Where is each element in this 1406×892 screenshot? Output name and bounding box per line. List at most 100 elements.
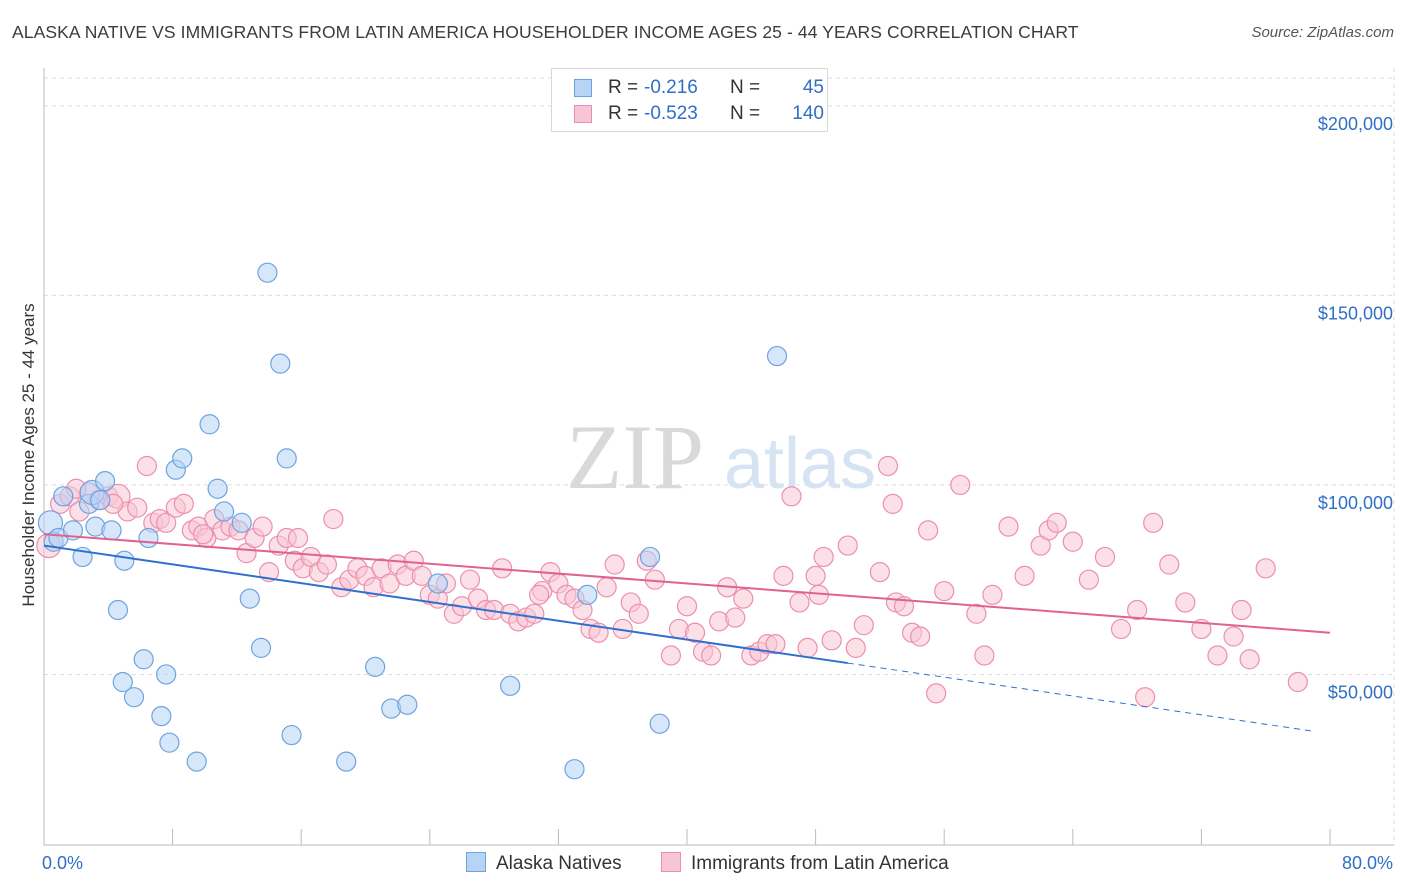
legend-swatch-pink	[574, 105, 592, 123]
y-tick-label-0: $50,000	[1328, 682, 1393, 702]
immigrants-point-90	[781, 486, 802, 507]
alaska-point-37	[397, 694, 418, 715]
alaska-point-28	[239, 588, 260, 609]
alaska-trend-extension	[847, 662, 1314, 732]
immigrants-point-119	[1110, 618, 1132, 640]
legend-n-value: 140	[792, 103, 824, 124]
alaska-point-41	[639, 546, 661, 568]
alaska-point-40	[564, 759, 585, 780]
alaska-trend-line	[43, 544, 848, 665]
y-tick-label-1: $100,000	[1318, 493, 1393, 513]
immigrants-point-103	[909, 626, 931, 647]
immigrants-point-105	[926, 683, 947, 704]
immigrants-point-104	[918, 520, 939, 541]
immigrants-point-112	[1014, 565, 1035, 586]
immigrants-point-92	[797, 637, 818, 659]
legend-swatch-blue	[574, 79, 592, 97]
immigrants-point-10	[136, 455, 157, 477]
alaska-point-16	[112, 671, 133, 693]
alaska-point-27	[231, 512, 252, 533]
series-alaska-points	[37, 262, 788, 780]
watermark-zip: ZIP	[566, 406, 704, 508]
alaska-point-23	[186, 751, 207, 772]
immigrants-point-88	[765, 634, 786, 655]
immigrants-point-93	[805, 565, 826, 586]
immigrants-point-97	[845, 637, 866, 659]
immigrants-point-137	[193, 524, 214, 545]
immigrants-point-111	[998, 516, 1019, 537]
immigrants-point-83	[725, 607, 746, 628]
alaska-point-22	[172, 448, 193, 469]
trend-lines	[43, 533, 1331, 732]
immigrants-point-136	[287, 527, 309, 549]
correlation-legend: R = -0.216 N = 45 R = -0.523 N = 140	[551, 68, 828, 132]
y-tick-label-3: $200,000	[1318, 114, 1393, 134]
bottom-legend-label-blue: Alaska Natives	[496, 853, 622, 874]
immigrants-trend-line	[43, 533, 1331, 634]
alaska-point-30	[257, 262, 278, 283]
immigrants-point-96	[837, 535, 858, 556]
alaska-point-44	[577, 584, 598, 605]
immigrants-point-123	[1159, 554, 1180, 575]
immigrants-point-9	[127, 497, 148, 518]
immigrants-point-110	[982, 584, 1003, 605]
watermark: ZIP atlas	[566, 406, 876, 508]
immigrants-point-99	[869, 562, 891, 583]
immigrants-point-130	[1255, 558, 1276, 579]
immigrants-point-84	[733, 588, 754, 609]
immigrants-point-72	[628, 603, 649, 624]
immigrants-point-78	[684, 622, 706, 643]
immigrants-point-98	[853, 615, 874, 636]
chart-title: ALASKA NATIVE VS IMMIGRANTS FROM LATIN A…	[12, 22, 1079, 42]
alaska-point-26	[213, 501, 235, 522]
immigrants-point-91	[789, 592, 810, 613]
immigrants-point-128	[1231, 599, 1252, 621]
x-label-left: 0.0%	[42, 853, 83, 873]
alaska-point-42	[649, 713, 670, 734]
immigrants-point-109	[974, 645, 995, 666]
immigrants-point-117	[1078, 569, 1099, 590]
alaska-point-38	[427, 573, 448, 594]
axes	[43, 68, 1394, 846]
immigrants-point-95	[821, 630, 842, 651]
alaska-point-18	[151, 706, 172, 727]
immigrants-point-127	[1223, 626, 1244, 647]
alaska-point-19	[156, 664, 177, 685]
y-tick-label-2: $150,000	[1318, 303, 1393, 323]
series-immigrants-points	[36, 455, 1308, 708]
bottom-legend-alaska: Alaska Natives	[466, 852, 622, 875]
immigrants-point-94	[813, 546, 834, 568]
immigrants-point-131	[1287, 671, 1308, 693]
legend-n-label: N =	[730, 103, 761, 124]
immigrants-point-129	[1239, 649, 1260, 670]
immigrants-point-107	[950, 474, 971, 496]
alaska-point-32	[276, 448, 297, 469]
immigrants-point-116	[1062, 531, 1083, 552]
alaska-point-9	[90, 489, 111, 511]
immigrants-point-75	[660, 645, 682, 666]
immigrants-point-59	[524, 603, 545, 624]
alaska-point-20	[159, 732, 180, 753]
alaska-point-43	[766, 345, 788, 367]
bottom-legend-label-pink: Immigrants from Latin America	[691, 853, 949, 874]
immigrants-point-120	[1126, 599, 1148, 621]
legend-r-label: R =	[608, 77, 639, 98]
immigrants-point-25	[252, 516, 273, 537]
alaska-point-3	[53, 486, 74, 507]
alaska-point-33	[281, 724, 302, 746]
immigrants-point-132	[877, 455, 899, 477]
alaska-point-39	[500, 675, 521, 696]
alaska-point-31	[270, 353, 291, 374]
bottom-legend-immigrants: Immigrants from Latin America	[661, 852, 949, 875]
immigrants-point-108	[966, 603, 987, 624]
immigrants-point-89	[773, 565, 794, 586]
gridlines	[44, 68, 1395, 845]
alaska-point-10	[94, 471, 116, 492]
immigrants-point-133	[882, 493, 903, 514]
x-label-right: 80.0%	[1342, 853, 1393, 873]
immigrants-point-68	[596, 577, 617, 598]
y-axis-label: Householder Income Ages 25 - 44 years	[19, 303, 38, 606]
alaska-point-15	[138, 527, 159, 549]
alaska-point-34	[336, 751, 357, 772]
